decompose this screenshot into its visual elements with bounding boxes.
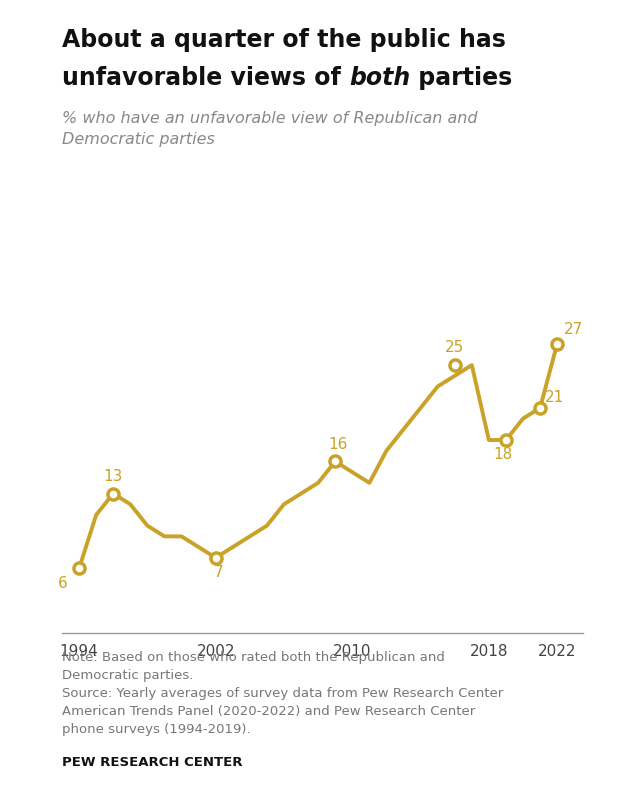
Text: 18: 18 xyxy=(494,447,513,463)
Text: About a quarter of the public has: About a quarter of the public has xyxy=(62,28,506,52)
Text: % who have an unfavorable view of Republican and
Democratic parties: % who have an unfavorable view of Republ… xyxy=(62,111,477,147)
Text: 27: 27 xyxy=(564,322,583,337)
Text: Note: Based on those who rated both the Republican and
Democratic parties.
Sourc: Note: Based on those who rated both the … xyxy=(62,651,503,736)
Text: 6: 6 xyxy=(58,575,68,591)
Text: 25: 25 xyxy=(445,340,464,355)
Text: both: both xyxy=(349,66,410,90)
Text: 13: 13 xyxy=(104,469,123,484)
Text: parties: parties xyxy=(410,66,513,90)
Text: 21: 21 xyxy=(544,390,564,405)
Text: 7: 7 xyxy=(214,565,223,580)
Text: 16: 16 xyxy=(329,437,348,451)
Text: PEW RESEARCH CENTER: PEW RESEARCH CENTER xyxy=(62,756,242,769)
Text: unfavorable views of: unfavorable views of xyxy=(62,66,349,90)
